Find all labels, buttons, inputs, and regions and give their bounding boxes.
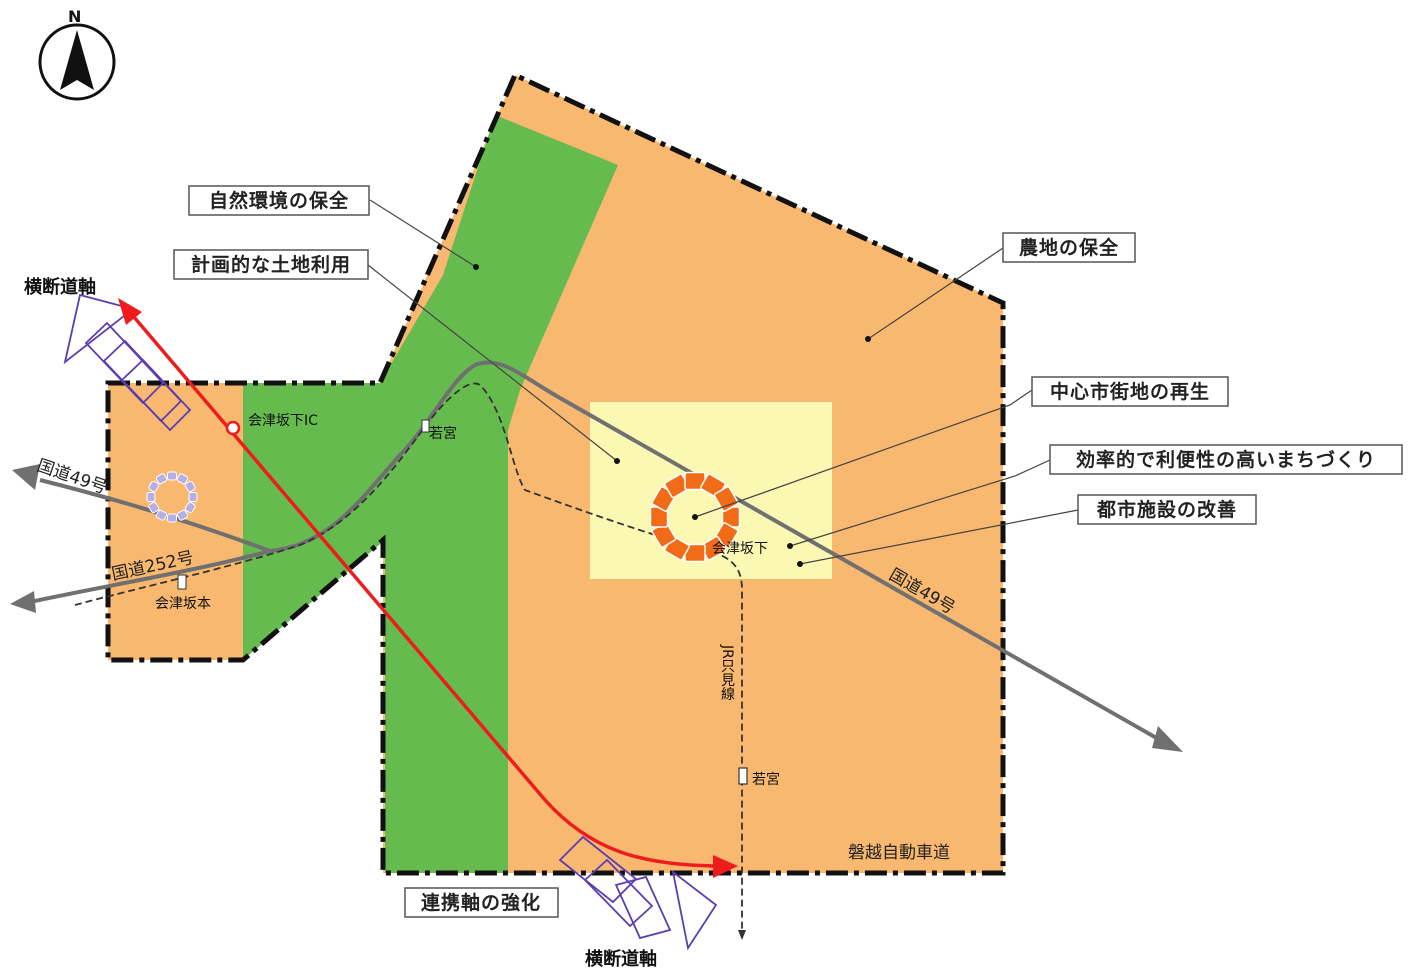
bangemoto-ring-block (148, 501, 160, 514)
town-center-ring-icon (649, 471, 741, 563)
cross-axis-label-bottom: 横断道軸 (585, 948, 657, 970)
svg-text:効率的で利便性の高いまちづくり: 効率的で利便性の高いまちづくり (1076, 448, 1376, 471)
svg-text:計画的な土地利用: 計画的な土地利用 (191, 253, 351, 276)
label-box-nature: 自然環境の保全 (188, 185, 370, 216)
bangemoto-ring-block (176, 473, 189, 485)
leader-dots (473, 264, 871, 567)
axis-arrowhead-nw (118, 298, 142, 325)
label-box-land-use: 計画的な土地利用 (173, 249, 369, 280)
expressway-label: 磐越自動車道 (848, 843, 950, 863)
cross-axis-label-top: 横断道軸 (24, 276, 96, 298)
bangemoto-ring-block (167, 471, 177, 481)
bangemoto-ring-block (155, 509, 168, 521)
label-box-farmland: 農地の保全 (1002, 232, 1136, 263)
bangemoto-ring-block (184, 480, 196, 493)
road-252-arrowhead (10, 591, 36, 613)
label-box-cooperation: 連携軸の強化 (404, 887, 559, 918)
interchange-marker (225, 420, 241, 436)
bangemoto-ring-block (167, 513, 177, 523)
svg-text:N: N (68, 7, 81, 26)
bangemoto-label: 会津坂本 (155, 596, 211, 612)
bangemoto-ring-block (188, 492, 198, 502)
cooperation-axis (126, 308, 716, 868)
national-road-252 (29, 549, 271, 604)
planning-boundary (105, 71, 1006, 876)
north-arrow-icon: N (38, 7, 116, 101)
svg-text:都市施設の改善: 都市施設の改善 (1096, 498, 1237, 521)
town-center-ring-block (713, 486, 739, 512)
station-label-small: 若宮 (429, 426, 457, 442)
wakamiya-label: 若宮 (752, 772, 780, 788)
axis-arrowhead-se (713, 855, 738, 878)
station-marker-wakamiya-small (421, 419, 430, 433)
road-49-east-arrowhead (1152, 726, 1183, 752)
farmland-area (108, 75, 1003, 873)
bangemoto-ring-block (155, 473, 168, 485)
label-box-center: 中心市街地の再生 (1031, 376, 1229, 407)
bangemoto-ring-block (148, 480, 160, 493)
svg-text:中心市街地の再生: 中心市街地の再生 (1050, 380, 1210, 403)
bangemoto-ring-block (176, 509, 189, 521)
railway-arrowhead (738, 930, 746, 940)
road-49-label-west: 国道49号 (34, 456, 109, 499)
station-marker-bangemoto (177, 574, 187, 590)
svg-text:農地の保全: 農地の保全 (1019, 236, 1119, 259)
cross-axis-arrow-nw (63, 293, 192, 432)
interchange-label: 会津坂下IC (248, 413, 318, 429)
leader-lines (367, 199, 1079, 565)
bangemoto-ring-icon (146, 471, 198, 523)
bangemoto-ring-block (146, 492, 156, 502)
town-station-label: 会津坂下 (712, 541, 768, 557)
station-marker-wakamiya (738, 767, 748, 785)
svg-text:連携軸の強化: 連携軸の強化 (421, 891, 541, 914)
road-49-west-arrowhead (12, 464, 40, 490)
jr-line-label: JR只見線 (719, 644, 735, 701)
label-box-efficient: 効率的で利便性の高いまちづくり (1049, 444, 1403, 475)
cross-axis-arrow-se (558, 835, 718, 951)
label-box-facilities: 都市施設の改善 (1077, 494, 1257, 525)
svg-text:自然環境の保全: 自然環境の保全 (209, 189, 349, 212)
bangemoto-ring-block (184, 501, 196, 514)
nature-area (243, 115, 618, 873)
